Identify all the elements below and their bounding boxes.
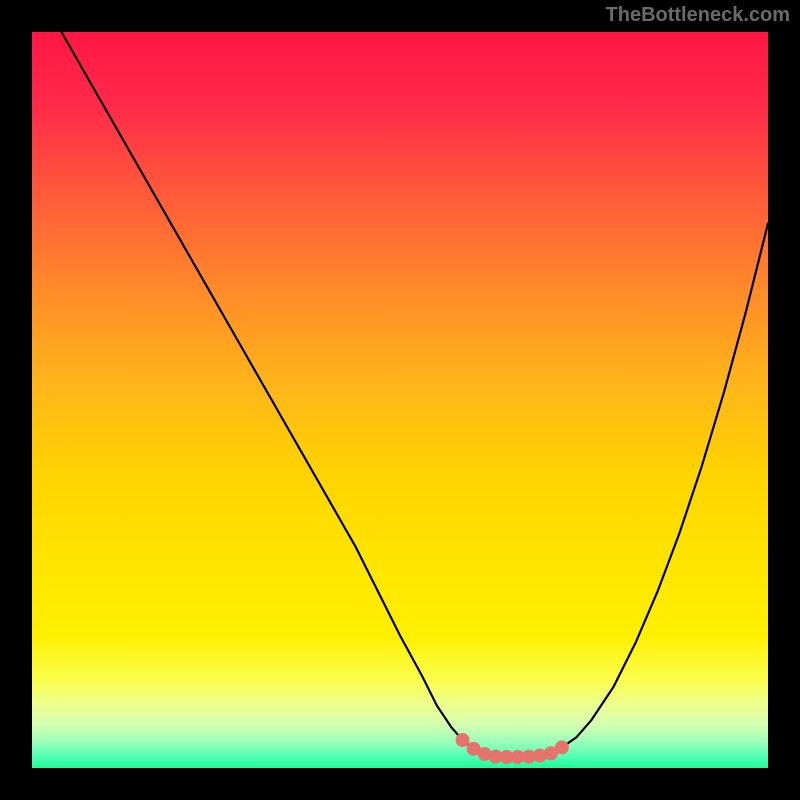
bottleneck-curve-chart	[0, 0, 800, 800]
watermark-text: TheBottleneck.com	[606, 4, 790, 27]
marker-dot	[555, 740, 569, 754]
chart-plot-area	[32, 32, 768, 768]
marker-dot	[456, 733, 470, 747]
